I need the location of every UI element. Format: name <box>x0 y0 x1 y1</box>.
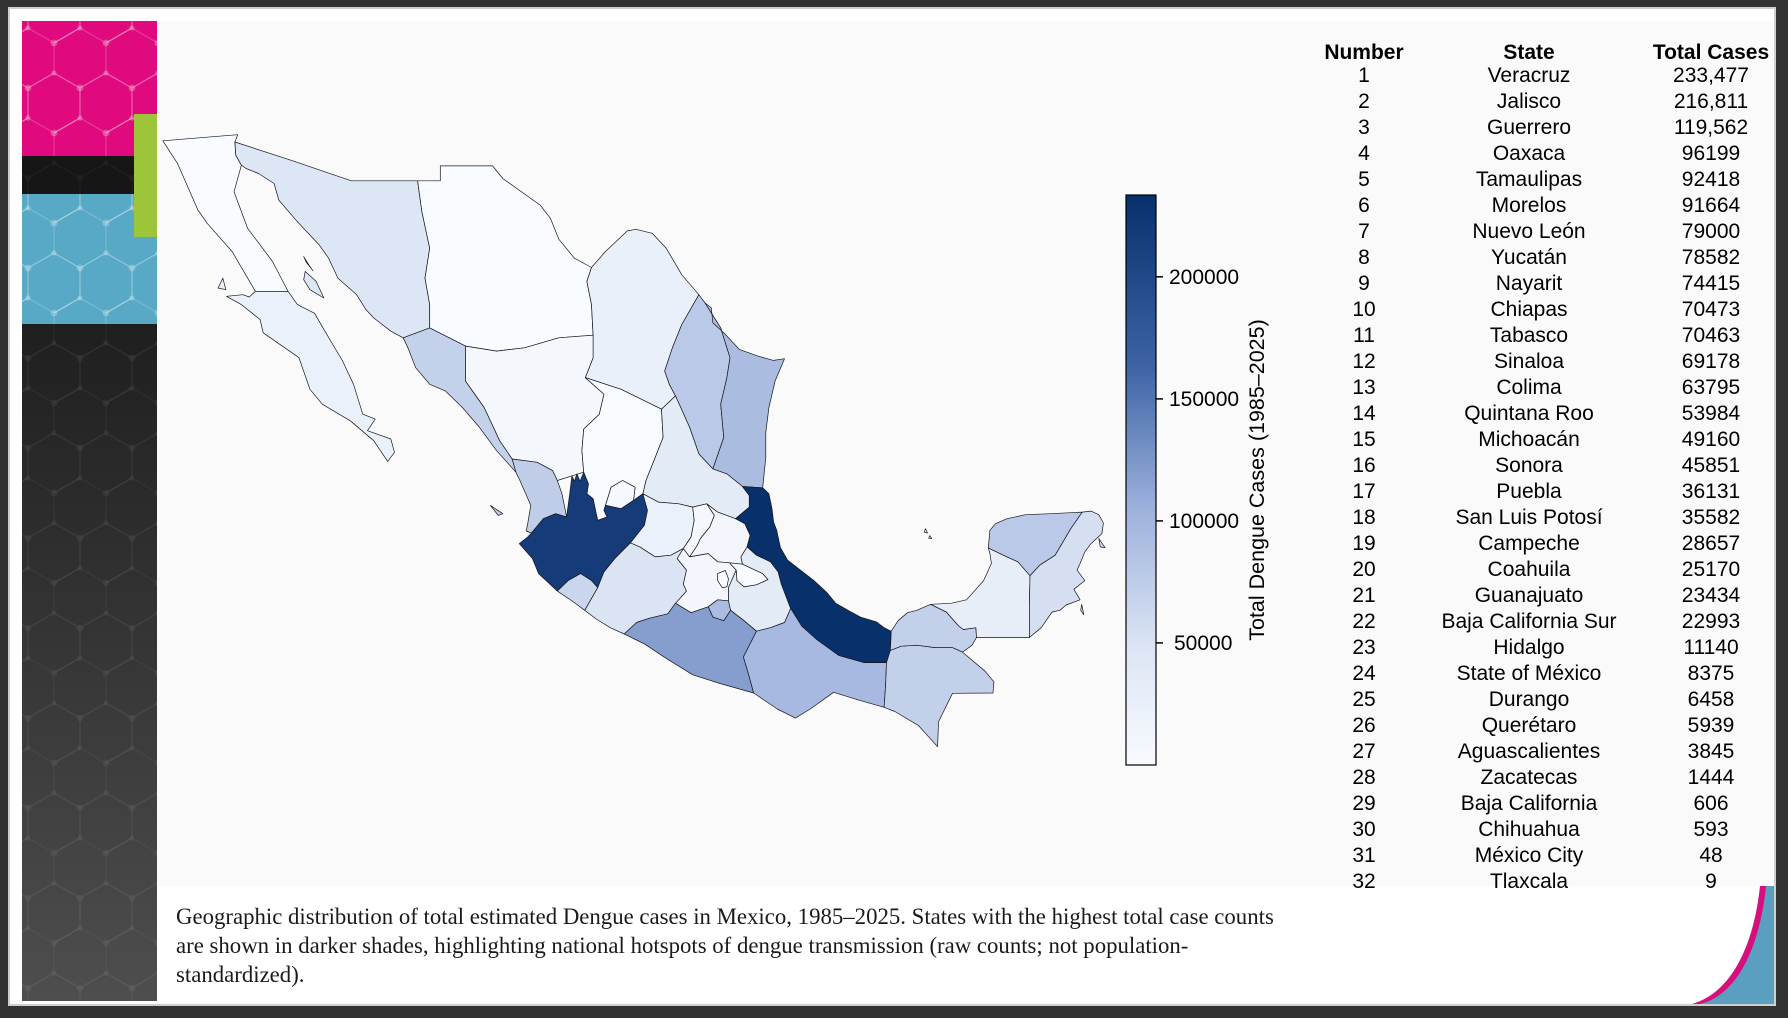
svg-text:150000: 150000 <box>1169 388 1239 411</box>
svg-text:100000: 100000 <box>1169 510 1239 533</box>
svg-text:Total Dengue Cases (1985–2025): Total Dengue Cases (1985–2025) <box>1245 319 1269 641</box>
svg-text:200000: 200000 <box>1169 266 1239 289</box>
svg-text:50000: 50000 <box>1174 632 1232 655</box>
